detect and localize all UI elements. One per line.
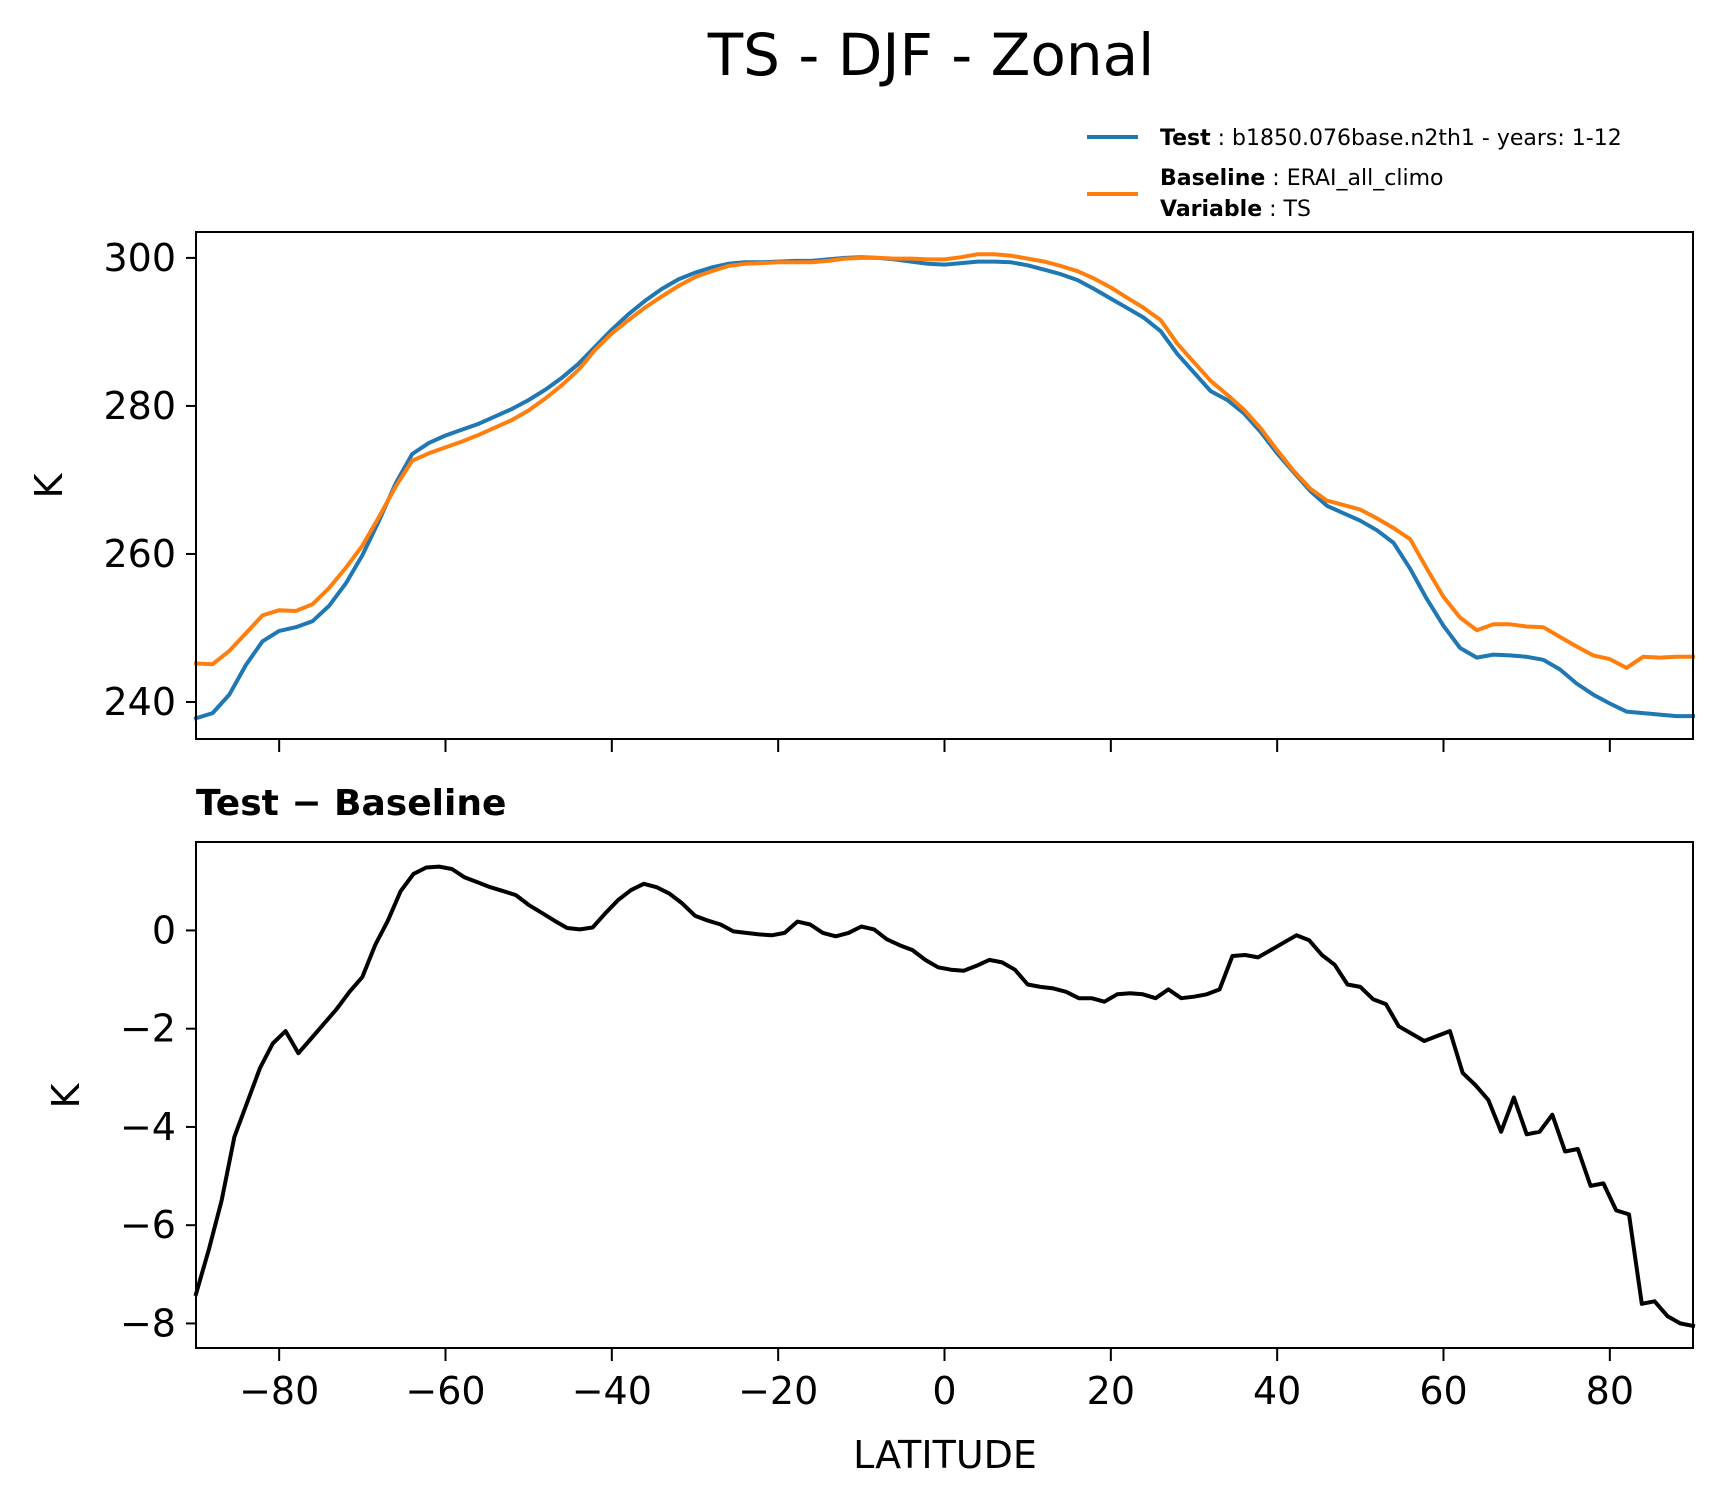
legend-variable-entry: Variable : TS <box>1160 197 1311 222</box>
bottom-y-ticks: −8 −6 −4 −2 0 <box>120 908 196 1345</box>
x-tick-label: 40 <box>1253 1369 1301 1413</box>
bottom-y-tick-label: −8 <box>120 1301 176 1345</box>
bottom-series-lines <box>193 864 1696 1329</box>
bottom-y-tick-label: −6 <box>120 1203 176 1247</box>
x-tick-label: 0 <box>932 1369 956 1413</box>
top-y-tick-label: 280 <box>103 384 176 428</box>
top-series-lines <box>193 252 1695 721</box>
bottom-y-tick-label: −2 <box>120 1007 176 1051</box>
bottom-series-line-test-baseline <box>193 864 1696 1329</box>
x-tick-label: 80 <box>1586 1369 1634 1413</box>
top-y-tick-label: 300 <box>103 236 176 280</box>
x-tick-label: −40 <box>572 1369 652 1413</box>
bottom-y-tick-label: −4 <box>120 1105 176 1149</box>
bottom-y-tick-label: 0 <box>152 908 176 952</box>
bottom-x-ticks: −80 −60 −40 −20 0 20 40 60 80 <box>239 1348 1634 1413</box>
legend-baseline-entry: Baseline : ERAI_all_climo <box>1160 166 1443 191</box>
top-y-axis-label: K <box>27 472 71 498</box>
top-series-line-test <box>193 255 1695 721</box>
bottom-panel-title: Test − Baseline <box>196 783 506 824</box>
top-panel: 240 260 280 300 K <box>27 231 1695 752</box>
legend-test-entry: Test : b1850.076base.n2th1 - years: 1-12 <box>1160 126 1622 151</box>
x-tick-label: 20 <box>1087 1369 1135 1413</box>
x-tick-label: 60 <box>1419 1369 1467 1413</box>
top-y-tick-label: 260 <box>103 532 176 576</box>
legend: Test : b1850.076base.n2th1 - years: 1-12… <box>1087 126 1622 222</box>
figure-title: TS - DJF - Zonal <box>707 21 1155 89</box>
x-tick-label: −80 <box>239 1369 319 1413</box>
top-y-tick-label: 240 <box>103 680 176 724</box>
bottom-panel: Test − Baseline −8−6−4−20 −80 −60 −40 −20 0 2… <box>44 783 1696 1477</box>
top-series-line-baseline <box>193 252 1695 670</box>
top-y-ticks: 240 260 280 300 <box>103 236 196 724</box>
x-tick-label: −60 <box>405 1369 485 1413</box>
top-x-ticks <box>278 739 1611 752</box>
x-axis-label: LATITUDE <box>853 1433 1037 1477</box>
bottom-y-axis-label: K <box>44 1082 88 1108</box>
x-tick-label: −20 <box>738 1369 818 1413</box>
